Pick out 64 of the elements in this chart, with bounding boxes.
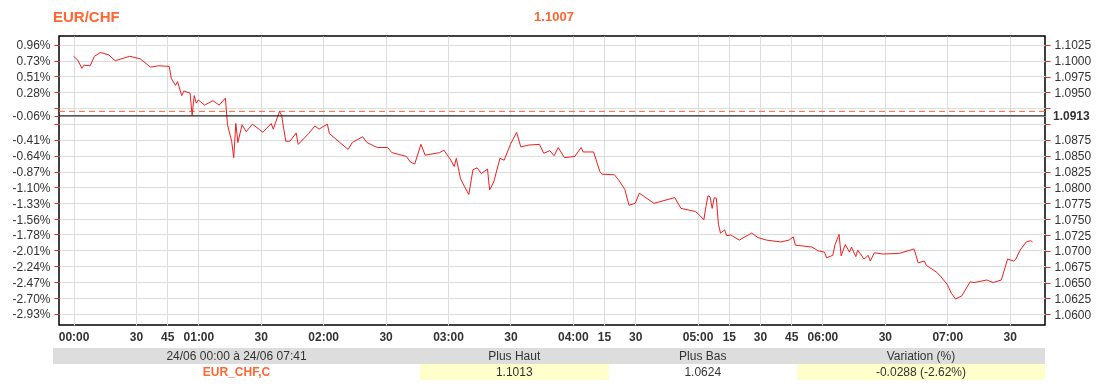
y-tick-label: -1.78% <box>12 227 51 242</box>
y2-tick-label: 1.0750 <box>1054 212 1092 227</box>
y-tick-label: 0.73% <box>16 54 51 69</box>
y-tick-label: -2.47% <box>12 275 51 290</box>
x-tick-label: 04:00 <box>557 329 589 344</box>
x-tick-label: 45 <box>160 329 175 344</box>
text: 24/06 00:00 à 24/06 07:41 <box>53 348 421 364</box>
y2-tick-label: 1.0875 <box>1054 133 1092 148</box>
y2-tick-label: 1.0825 <box>1054 165 1092 180</box>
y2-tick-label: 1.0650 <box>1054 276 1092 291</box>
x-tick-label: 07:00 <box>932 329 964 344</box>
y2-tick-label: 1.0625 <box>1054 291 1092 306</box>
y-tick-label: -1.56% <box>12 212 51 227</box>
y2-tick-label: 1.0850 <box>1054 149 1092 164</box>
y-tick-label: -2.93% <box>12 307 51 322</box>
y2-tick-label: 1.0675 <box>1054 260 1092 275</box>
text: EUR_CHF,C <box>201 364 272 380</box>
x-tick-label: 30 <box>753 329 768 344</box>
y-tick-label: 0.51% <box>16 69 51 84</box>
y-tick-label: 0.96% <box>16 38 51 53</box>
x-tick-label: 03:00 <box>433 329 465 344</box>
y-tick-label: -0.41% <box>12 133 51 148</box>
text: 1.1013 <box>420 364 609 380</box>
x-tick-label: 01:00 <box>183 329 215 344</box>
chart-subtitle: 1.1007 <box>534 9 574 24</box>
x-tick-label: 30 <box>1003 329 1018 344</box>
y2-tick-label: 1.0700 <box>1054 244 1092 259</box>
y2-tick-label: 1.0775 <box>1054 196 1092 211</box>
y-tick-label: -2.01% <box>12 243 51 258</box>
y-tick-label: -0.87% <box>12 165 51 180</box>
text: 1.0624 <box>683 364 723 380</box>
x-tick-label: 06:00 <box>807 329 839 344</box>
y2-tick-label: 1.0800 <box>1054 180 1092 195</box>
x-tick-label: 45 <box>785 329 799 344</box>
y-tick-label: -1.33% <box>12 196 51 211</box>
x-tick-label: 02:00 <box>308 329 340 344</box>
y-tick-label: -1.10% <box>12 180 51 195</box>
y2-tick-label: 1.1000 <box>1054 54 1092 69</box>
x-tick-label: 05:00 <box>682 329 714 344</box>
x-tick-label: 30 <box>129 329 144 344</box>
y-tick-label: -0.64% <box>12 149 51 164</box>
y2-tick-label: 1.0950 <box>1054 85 1092 100</box>
x-tick-label: 30 <box>878 329 893 344</box>
text: Plus Bas <box>608 348 797 364</box>
chart-title: EUR/CHF <box>53 8 120 25</box>
y2-tick-label: 1.0600 <box>1054 307 1092 322</box>
text: -0.0288 (-2.62%) <box>796 364 1045 380</box>
text: Variation (%) <box>796 348 1045 364</box>
x-tick-label: 30 <box>379 329 394 344</box>
x-tick-label: 00:00 <box>58 329 90 344</box>
x-tick-label: 30 <box>504 329 518 344</box>
text: Plus Haut <box>420 348 609 364</box>
y-tick-label: -2.24% <box>12 259 51 274</box>
x-tick-label: 15 <box>597 329 612 344</box>
y2-tick-label: 1.0975 <box>1054 70 1092 85</box>
x-tick-label: 30 <box>254 329 269 344</box>
y2-tick-label: 1.1025 <box>1054 38 1092 53</box>
y-tick-label: -0.06% <box>12 109 51 124</box>
y2-tick-label: 1.0725 <box>1054 228 1092 243</box>
ref-line-label: 1.0913 <box>1053 108 1091 123</box>
y-tick-label: 0.28% <box>16 85 51 100</box>
x-tick-label: 30 <box>629 329 643 344</box>
y-tick-label: -2.70% <box>12 291 51 306</box>
x-tick-label: 15 <box>722 329 737 344</box>
